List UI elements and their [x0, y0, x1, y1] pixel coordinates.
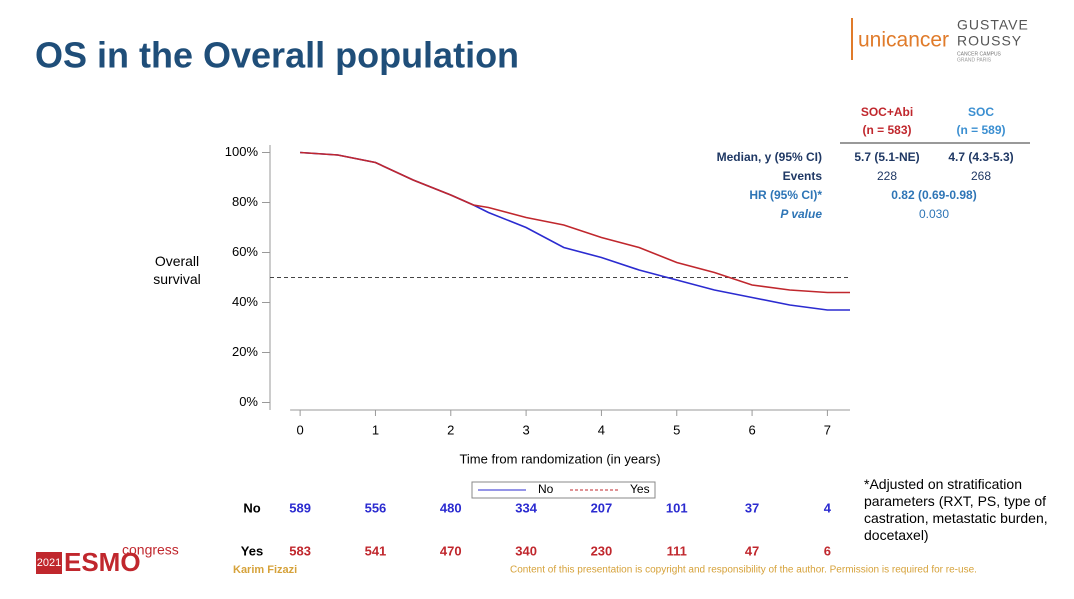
y-tick-label: 100%: [225, 144, 259, 159]
logo-campus: CANCER CAMPUS: [957, 51, 1002, 57]
stats-header: SOC+Abi: [861, 105, 913, 119]
x-tick-label: 3: [522, 422, 529, 437]
risk-count: 111: [667, 543, 687, 558]
stats-row-label: Median, y (95% CI): [717, 150, 822, 164]
legend-label: No: [538, 482, 554, 496]
risk-row-label: No: [243, 500, 260, 515]
legend-box: [471, 481, 656, 499]
stats-header-n: (n = 583): [862, 123, 911, 137]
logo-bar: [851, 18, 853, 60]
x-tick-label: 0: [297, 422, 304, 437]
logo-paris: GRAND PARIS: [957, 57, 992, 63]
risk-count: 589: [289, 500, 311, 515]
legend-label: Yes: [630, 482, 650, 496]
x-axis-label: Time from randomization (in years): [459, 451, 660, 466]
esmo-logo: ESMO: [64, 547, 141, 577]
stats-cell: 4.7 (4.3-5.3): [948, 150, 1013, 164]
x-tick-label: 7: [824, 422, 831, 437]
risk-count: 47: [745, 543, 759, 558]
stats-cell: 5.7 (5.1-NE): [854, 150, 919, 164]
x-tick-label: 5: [673, 422, 680, 437]
logo-unicancer: unicancer: [858, 29, 949, 52]
risk-row-label: Yes: [241, 543, 263, 558]
risk-count: 556: [365, 500, 387, 515]
esmo-congress: congress: [122, 542, 179, 558]
logo-roussy: ROUSSY: [957, 33, 1022, 49]
y-axis-label: Overall survival: [153, 253, 201, 287]
stats-cell: 268: [971, 169, 991, 183]
risk-count: 583: [289, 543, 311, 558]
stats-cell: 228: [877, 169, 897, 183]
survival-line: [300, 151, 850, 294]
risk-count: 207: [591, 500, 613, 515]
risk-count: 4: [824, 500, 832, 515]
stats-row-label: Events: [783, 169, 823, 183]
slide-title: OS in the Overall population: [35, 35, 519, 76]
risk-count: 101: [666, 500, 688, 515]
esmo-year: 2021: [37, 557, 61, 569]
y-tick-label: 20%: [232, 344, 258, 359]
x-tick-label: 4: [598, 422, 605, 437]
stats-header-n: (n = 589): [956, 123, 1005, 137]
author: Karim Fizazi: [233, 564, 297, 576]
y-tick-label: 60%: [232, 244, 258, 259]
stats-cell: 0.030: [919, 207, 949, 221]
risk-count: 340: [515, 543, 537, 558]
x-tick-label: 2: [447, 422, 454, 437]
y-tick-label: 40%: [232, 294, 258, 309]
footnote: *Adjusted on stratification parameters (…: [864, 476, 1048, 543]
stats-cell: 0.82 (0.69-0.98): [891, 188, 976, 202]
risk-count: 480: [440, 500, 462, 515]
y-tick-label: 80%: [232, 194, 258, 209]
risk-count: 6: [824, 543, 831, 558]
risk-count: 37: [745, 500, 759, 515]
stats-row-label: P value: [780, 207, 822, 221]
logo-gustave: GUSTAVE: [957, 17, 1029, 33]
stats-header: SOC: [968, 105, 994, 119]
copyright: Content of this presentation is copyrigh…: [510, 565, 977, 576]
risk-count: 541: [365, 543, 387, 558]
x-tick-label: 6: [748, 422, 755, 437]
esmo-year-box: [36, 552, 62, 574]
stats-row-label: HR (95% CI)*: [749, 188, 822, 202]
y-tick-label: 0%: [239, 394, 258, 409]
risk-count: 230: [591, 543, 613, 558]
risk-count: 334: [515, 500, 537, 515]
risk-count: 470: [440, 543, 462, 558]
x-tick-label: 1: [372, 422, 379, 437]
